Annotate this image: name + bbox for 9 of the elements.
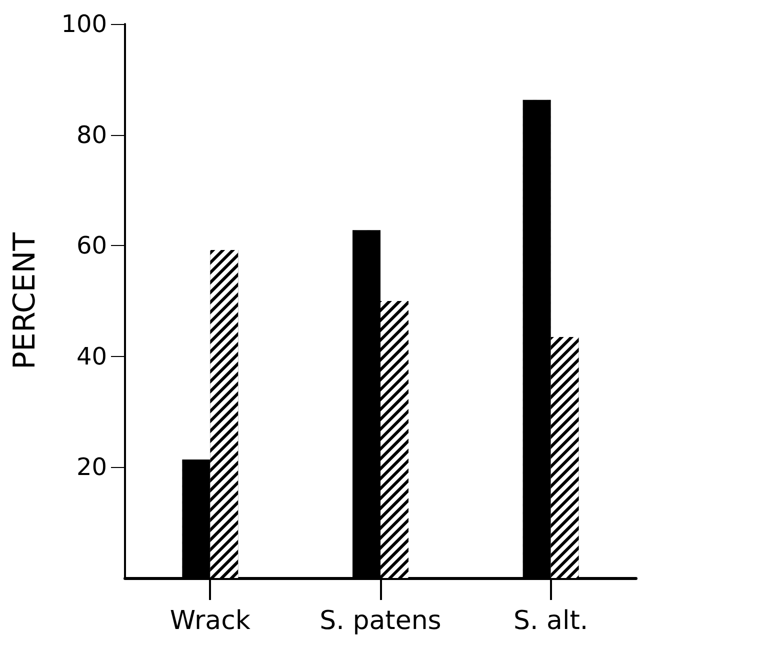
- y-tick-label: 80: [76, 120, 107, 149]
- y-tick-label: 20: [76, 453, 107, 482]
- y-tick-label: 100: [61, 10, 107, 38]
- y-tick-label: 60: [76, 232, 107, 260]
- y-tick-label: 40: [76, 342, 107, 370]
- x-tick-label: S. patens: [320, 606, 442, 636]
- x-tick-label: Wrack: [170, 606, 250, 636]
- x-tick-label: S. alt.: [514, 606, 588, 636]
- y-axis-title: PERCENT: [8, 232, 42, 370]
